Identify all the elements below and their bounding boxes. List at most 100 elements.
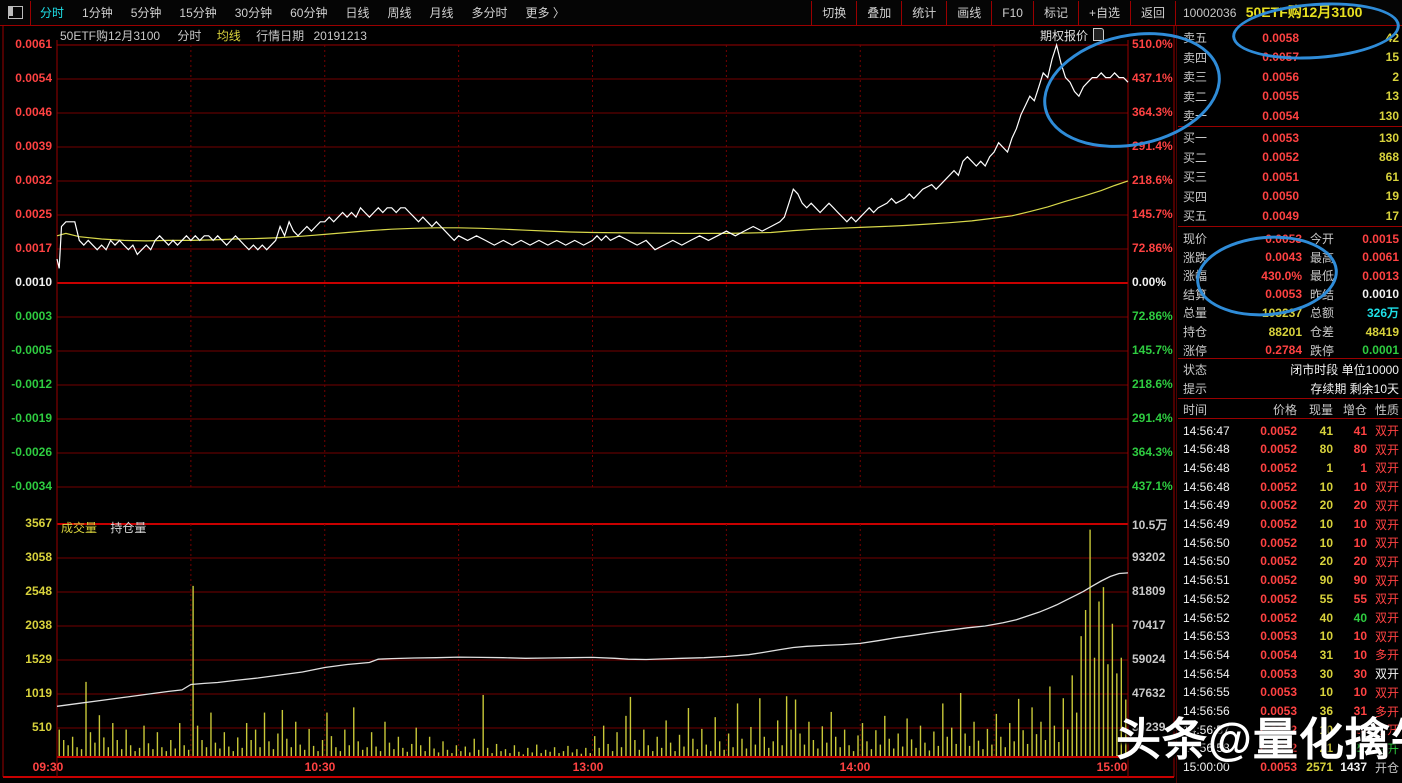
ask-row-2[interactable]: 卖二 0.0055 13 (1183, 87, 1399, 106)
volume-label[interactable]: 成交量 (61, 521, 98, 535)
tape-volume: 40 (1319, 610, 1333, 625)
bid-row-2[interactable]: 买二 0.0052 868 (1183, 148, 1399, 167)
info-row-1: 现价 0.0053 今开 0.0015 (1183, 229, 1399, 248)
tape-row-10[interactable]: 14:56:52 0.0052 55 55 双开 (1183, 589, 1399, 608)
tab-7[interactable]: 日线 (345, 6, 370, 20)
tape-volume: 31 (1319, 647, 1333, 662)
tape-row-15[interactable]: 14:56:55 0.0053 10 10 双开 (1183, 683, 1399, 702)
tape-header: 时间 价格 现量 增仓 性质 (1183, 400, 1399, 419)
toolbar-button-4[interactable]: 画线 (946, 0, 991, 25)
doc-icon (1093, 28, 1105, 41)
info-value: 0.0013 (1362, 268, 1399, 283)
option-quote-button[interactable]: 期权报价 (1040, 27, 1105, 44)
ask-qty: 130 (1378, 108, 1399, 123)
info-label: 涨停 (1183, 343, 1208, 358)
tape-row-9[interactable]: 14:56:51 0.0052 90 90 双开 (1183, 571, 1399, 590)
tab-4[interactable]: 15分钟 (179, 6, 217, 20)
toolbar-button-7[interactable]: +自选 (1077, 0, 1130, 25)
tape-row-11[interactable]: 14:56:52 0.0052 40 40 双开 (1183, 608, 1399, 627)
tab-6[interactable]: 60分钟 (290, 6, 328, 20)
chart-period-label[interactable]: 分时 (177, 29, 202, 43)
tape-volume: 10 (1319, 685, 1333, 700)
info-label: 仓差 (1310, 325, 1335, 339)
time-axis-3: 14:00 (839, 760, 871, 774)
tape-row-18[interactable]: 14:56:58 0.0052 21 21 空开 (1183, 739, 1399, 758)
tape-position-change: 1 (1360, 460, 1367, 475)
price-axis-right-9: 145.7% (1132, 343, 1173, 357)
tape-header-cell: 现量 (1308, 403, 1333, 417)
tape-row-1[interactable]: 14:56:47 0.0052 41 41 双开 (1183, 421, 1399, 440)
ask-label: 卖五 (1183, 31, 1208, 45)
tab-3[interactable]: 5分钟 (130, 6, 162, 20)
bid-row-3[interactable]: 买三 0.0051 61 (1183, 167, 1399, 186)
tape-row-16[interactable]: 14:56:56 0.0053 36 31 多开 (1183, 702, 1399, 721)
tape-volume: 55 (1319, 591, 1333, 606)
tape-time: 14:56:57 (1183, 722, 1230, 737)
tape-row-2[interactable]: 14:56:48 0.0052 80 80 双开 (1183, 440, 1399, 459)
volume-axis-left-6: 510 (31, 720, 52, 734)
ask-row-4[interactable]: 卖四 0.0057 15 (1183, 48, 1399, 67)
tab-8[interactable]: 周线 (387, 6, 412, 20)
ask-price: 0.0057 (1262, 50, 1299, 64)
toolbar-button-2[interactable]: 叠加 (856, 0, 901, 25)
status-label: 状态 (1183, 363, 1208, 377)
toolbar: 分时 1分钟 5分钟 15分钟 30分钟 60分钟 日线 周线 月线 多分时 更多 〉 切换 叠加 统计… (0, 0, 1402, 26)
toolbar-button-5[interactable]: F10 (991, 0, 1033, 25)
volume-axis-right-5: 47632 (1132, 686, 1166, 700)
volume-axis-right-4: 59024 (1132, 652, 1166, 666)
tape-row-7[interactable]: 14:56:50 0.0052 10 10 双开 (1183, 533, 1399, 552)
toolbar-tabs: 分时 1分钟 5分钟 15分钟 30分钟 60分钟 日线 周线 月线 多分时 更多 〉 (31, 4, 574, 21)
bid-row-4[interactable]: 买四 0.0050 19 (1183, 187, 1399, 206)
tape-row-4[interactable]: 14:56:48 0.0052 10 10 双开 (1183, 477, 1399, 496)
price-axis-right-11: 291.4% (1132, 411, 1173, 425)
status-value: 闭市时段 单位10000 (1290, 363, 1399, 377)
toolbar-button-1[interactable]: 切换 (811, 0, 856, 25)
tape-row-17[interactable]: 14:56:57 0.0052 10 10 双开 (1183, 720, 1399, 739)
bid-row-1[interactable]: 买一 0.0053 130 (1183, 128, 1399, 147)
ma-toggle[interactable]: 均线 (216, 29, 241, 43)
tape-header-cell: 性质 (1374, 403, 1399, 417)
open-interest-label[interactable]: 持仓量 (110, 521, 147, 535)
tape-row-6[interactable]: 14:56:49 0.0052 10 10 双开 (1183, 515, 1399, 534)
bid-row-5[interactable]: 买五 0.0049 17 (1183, 206, 1399, 225)
price-axis-right-13: 437.1% (1132, 479, 1173, 493)
tab-2[interactable]: 1分钟 (82, 6, 113, 20)
window-icon-glyph (7, 6, 23, 19)
ask-row-5[interactable]: 卖五 0.0058 42 (1183, 28, 1399, 47)
tape-row-12[interactable]: 14:56:53 0.0053 10 10 双开 (1183, 627, 1399, 646)
info-row-7: 涨停 0.2784 跌停 0.0001 (1183, 341, 1399, 360)
tab-11[interactable]: 更多 〉 (525, 6, 565, 20)
tape-position-change: 40 (1353, 610, 1367, 625)
intraday-chart[interactable] (0, 25, 1177, 783)
tape-row-8[interactable]: 14:56:50 0.0052 20 20 双开 (1183, 552, 1399, 571)
tape-position-change: 10 (1353, 685, 1367, 700)
tape-position-change: 41 (1353, 423, 1367, 438)
tab-5[interactable]: 30分钟 (234, 6, 273, 20)
ask-row-1[interactable]: 卖一 0.0054 130 (1183, 106, 1399, 125)
tape-row-13[interactable]: 14:56:54 0.0054 31 10 多开 (1183, 645, 1399, 664)
price-axis-left-11: -0.0019 (11, 411, 52, 425)
instrument-name[interactable]: 50ETF购12月3100 (1245, 4, 1363, 20)
tab-9[interactable]: 月线 (429, 6, 454, 20)
volume-axis-left-4: 1529 (25, 652, 52, 666)
ask-qty: 13 (1385, 89, 1399, 103)
tape-time: 14:56:58 (1183, 741, 1230, 756)
toolbar-button-3[interactable]: 统计 (901, 0, 946, 25)
window-icon[interactable] (0, 0, 31, 25)
toolbar-button-6[interactable]: 标记 (1032, 0, 1078, 25)
chart-title-row: 50ETF购12月3100 分时 均线 行情日期 20191213 (60, 27, 367, 44)
tape-row-3[interactable]: 14:56:48 0.0052 1 1 双开 (1183, 458, 1399, 477)
tape-price: 0.0052 (1260, 498, 1297, 513)
toolbar-button-8[interactable]: 返回 (1129, 0, 1176, 25)
tape-price: 0.0053 (1260, 760, 1297, 775)
ask-row-3[interactable]: 卖三 0.0056 2 (1183, 67, 1399, 86)
tape-row-5[interactable]: 14:56:49 0.0052 20 20 双开 (1183, 496, 1399, 515)
tape-price: 0.0052 (1260, 741, 1297, 756)
tab-1[interactable]: 分时 (40, 6, 65, 20)
tape-row-19[interactable]: 15:00:00 0.0053 2571 1437 开仓 (1183, 758, 1399, 777)
tape-row-14[interactable]: 14:56:54 0.0053 30 30 双开 (1183, 664, 1399, 683)
bid-price: 0.0051 (1262, 169, 1299, 184)
volume-axis-left-3: 2038 (25, 618, 52, 632)
tab-10[interactable]: 多分时 (471, 6, 508, 20)
